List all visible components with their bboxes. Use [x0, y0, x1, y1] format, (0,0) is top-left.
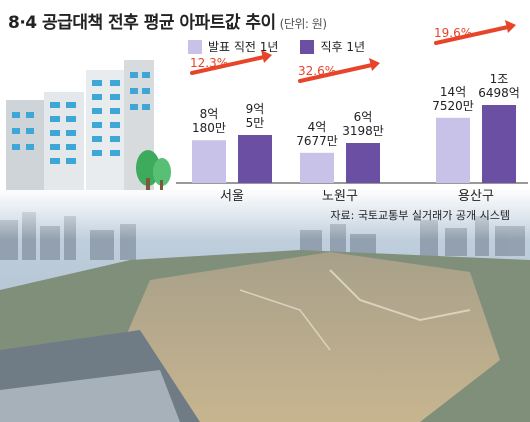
- legend-item-after: 직후 1년: [300, 38, 365, 55]
- data-label-용산구-0: 14억 7520만: [432, 85, 474, 113]
- chart-legend: 발표 직전 1년 직후 1년: [188, 38, 365, 55]
- data-label-서울-1: 9억 5만: [246, 102, 265, 130]
- bar-노원구-1: [346, 143, 380, 183]
- bar-용산구-1: [482, 105, 516, 183]
- bar-용산구-0: [436, 117, 470, 183]
- legend-label-after: 직후 1년: [320, 40, 366, 54]
- change-label-노원구: 32.6%: [298, 64, 336, 78]
- source-note: 자료: 국토교통부 실거래가 공개 시스템: [330, 209, 510, 222]
- growth-arrowhead-서울: [261, 50, 272, 63]
- legend-label-before: 발표 직전 1년: [208, 40, 279, 54]
- growth-arrow-용산구: [434, 25, 510, 45]
- data-label-용산구-1: 1조 6498억: [478, 72, 520, 100]
- growth-arrowhead-노원구: [369, 58, 380, 71]
- title-text: 8·4 공급대책 전후 평균 아파트값 추이: [8, 13, 276, 33]
- change-label-서울: 12.3%: [190, 56, 228, 70]
- growth-arrow-노원구: [298, 63, 374, 83]
- legend-item-before: 발표 직전 1년: [188, 38, 278, 55]
- growth-arrowhead-용산구: [505, 20, 516, 33]
- chart-title: 8·4 공급대책 전후 평균 아파트값 추이 (단위: 원): [8, 8, 327, 33]
- change-label-용산구: 19.6%: [434, 26, 472, 40]
- legend-swatch-before: [188, 39, 202, 54]
- apartment-buildings-icon: [6, 60, 171, 190]
- data-label-서울-0: 8억 180만: [192, 107, 226, 135]
- bar-노원구-0: [300, 152, 334, 183]
- category-label-서울: 서울: [220, 189, 244, 204]
- bar-서울-0: [192, 140, 226, 183]
- category-label-노원구: 노원구: [322, 189, 358, 204]
- unit-note: (단위: 원): [279, 17, 327, 31]
- data-label-노원구-0: 4억 7677만: [296, 120, 338, 148]
- legend-swatch-after: [300, 39, 315, 54]
- data-label-노원구-1: 6억 3198만: [342, 110, 384, 138]
- growth-arrow-서울: [190, 55, 266, 75]
- bar-서울-1: [238, 135, 272, 183]
- category-label-용산구: 용산구: [458, 189, 494, 204]
